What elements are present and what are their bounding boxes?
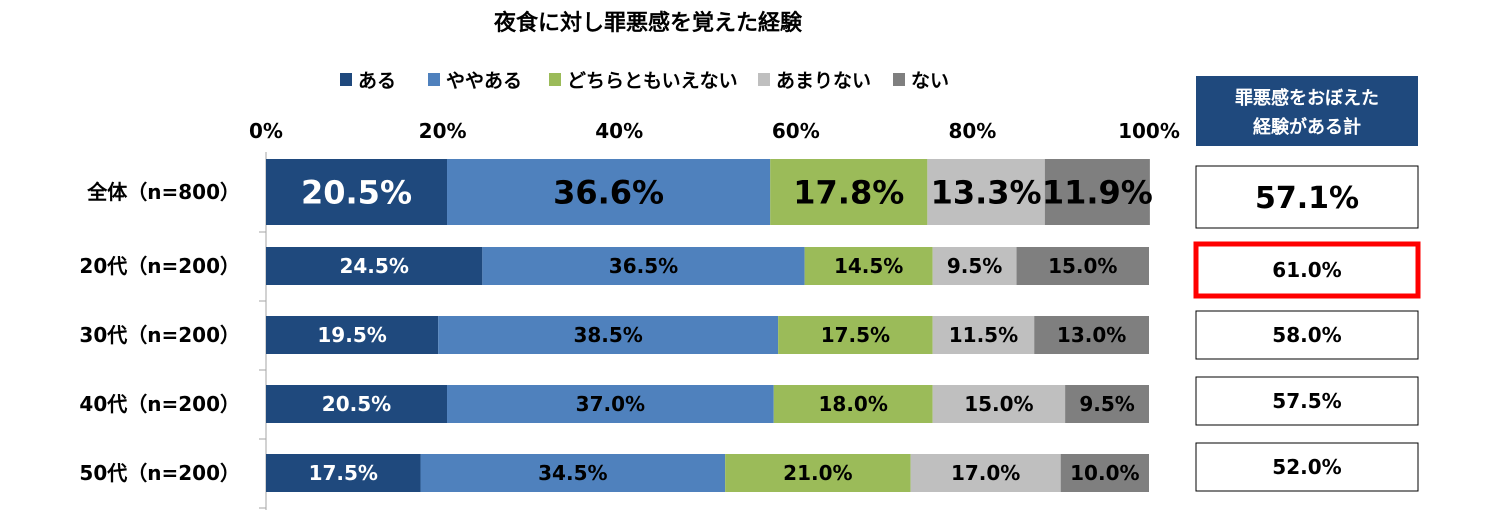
legend-label: どちらともいえない <box>567 70 738 92</box>
bar-segment <box>266 247 483 285</box>
bar-segment <box>927 159 1045 225</box>
bar-segment <box>804 247 933 285</box>
bar-segment <box>1034 316 1149 354</box>
data-label: 11.9% <box>1042 174 1153 212</box>
bars: 20.5% 36.6% 17.8% 13.3% 11.9% 24.5% 36.5% 14.5%… <box>266 159 1153 492</box>
legend-label: ない <box>911 70 949 92</box>
data-label: 14.5% <box>834 254 903 278</box>
bar-segment <box>770 159 928 225</box>
legend-swatch <box>340 73 352 86</box>
bar-segment <box>1060 454 1149 492</box>
summary-box-highlighted <box>1193 241 1421 299</box>
data-label: 36.5% <box>609 254 678 278</box>
category-label: 30代（n=200） <box>79 323 240 347</box>
category-label: 20代（n=200） <box>79 254 240 278</box>
data-label: 19.5% <box>317 323 386 347</box>
summary-box <box>1195 376 1419 426</box>
data-label: 11.5% <box>949 323 1018 347</box>
category-label: 50代（n=200） <box>79 461 240 485</box>
summary-box <box>1195 310 1419 360</box>
bar-segment <box>420 454 726 492</box>
bar-segment <box>910 454 1061 492</box>
legend-label: ある <box>358 70 396 92</box>
x-tick-label: 20% <box>419 119 467 143</box>
data-label: 17.5% <box>309 461 378 485</box>
summary-value: 61.0% <box>1272 258 1341 282</box>
summary-value: 52.0% <box>1272 455 1341 479</box>
category-labels: 全体（n=800） 20代（n=200） 30代（n=200） 40代（n=200） 5… <box>79 180 240 485</box>
summary-header-line1: 罪悪感をおぼえた <box>1235 87 1379 109</box>
bar-segment <box>266 316 439 354</box>
legend-swatch <box>893 73 905 86</box>
data-label: 24.5% <box>339 254 408 278</box>
data-label: 10.0% <box>1070 461 1139 485</box>
legend-label: ややある <box>446 70 522 92</box>
summary-boxes: 57.1% 61.0% 58.0% 57.5% 52.0% <box>1193 165 1421 492</box>
legend-swatch <box>758 73 770 86</box>
x-axis-ticks: 0% 20% 40% 60% 80% 100% <box>249 119 1180 143</box>
category-label: 40代（n=200） <box>79 392 240 416</box>
legend: ある ややある どちらともいえない あまりない ない <box>340 70 949 92</box>
x-tick-label: 80% <box>948 119 996 143</box>
data-label: 37.0% <box>576 392 645 416</box>
legend-swatch <box>549 73 561 86</box>
legend-swatch <box>428 73 440 86</box>
data-label: 34.5% <box>538 461 607 485</box>
data-label: 13.3% <box>931 174 1042 212</box>
bar-segment <box>778 316 933 354</box>
category-label: 全体（n=800） <box>86 180 240 204</box>
bar-segment <box>266 454 421 492</box>
data-label: 20.5% <box>322 392 391 416</box>
x-tick-label: 100% <box>1118 119 1180 143</box>
summary-box <box>1195 442 1419 492</box>
bar-segment <box>447 159 771 225</box>
bar-segment <box>725 454 911 492</box>
summary-header-line2: 経験がある計 <box>1253 116 1361 138</box>
summary-value: 57.5% <box>1272 389 1341 413</box>
data-label: 17.0% <box>951 461 1020 485</box>
data-label: 17.8% <box>793 174 904 212</box>
bar-segment <box>482 247 805 285</box>
bar-segment <box>438 316 779 354</box>
data-label: 9.5% <box>1079 392 1134 416</box>
summary-box <box>1195 165 1419 229</box>
data-label: 18.0% <box>818 392 887 416</box>
summary-value: 58.0% <box>1272 323 1341 347</box>
x-tick-label: 60% <box>772 119 820 143</box>
legend-label: あまりない <box>776 70 871 92</box>
bar-segment <box>773 385 933 423</box>
summary-panel: 罪悪感をおぼえた 経験がある計 57.1% 61.0% 58.0% 57.5% 52.0… <box>1193 76 1421 492</box>
data-label: 38.5% <box>573 323 642 347</box>
data-label: 36.6% <box>553 174 664 212</box>
x-tick-label: 40% <box>595 119 643 143</box>
bar-segment <box>447 385 774 423</box>
data-label: 13.0% <box>1057 323 1126 347</box>
data-label: 9.5% <box>947 254 1002 278</box>
summary-header-box <box>1196 76 1418 146</box>
bar-segment <box>1016 247 1149 285</box>
bar-segment <box>266 385 448 423</box>
bar-segment <box>1044 159 1150 225</box>
axis-lines <box>259 152 267 510</box>
data-label: 20.5% <box>301 174 412 212</box>
data-label: 21.0% <box>783 461 852 485</box>
data-label: 15.0% <box>964 392 1033 416</box>
data-label: 15.0% <box>1048 254 1117 278</box>
data-label: 17.5% <box>821 323 890 347</box>
x-tick-label: 0% <box>249 119 283 143</box>
bar-segment <box>932 247 1017 285</box>
bar-segment <box>1065 385 1149 423</box>
chart-title: 夜食に対し罪悪感を覚えた経験 <box>493 10 803 36</box>
bar-segment <box>932 385 1066 423</box>
summary-value: 57.1% <box>1255 181 1359 216</box>
bar-segment <box>266 159 448 225</box>
bar-segment <box>932 316 1035 354</box>
